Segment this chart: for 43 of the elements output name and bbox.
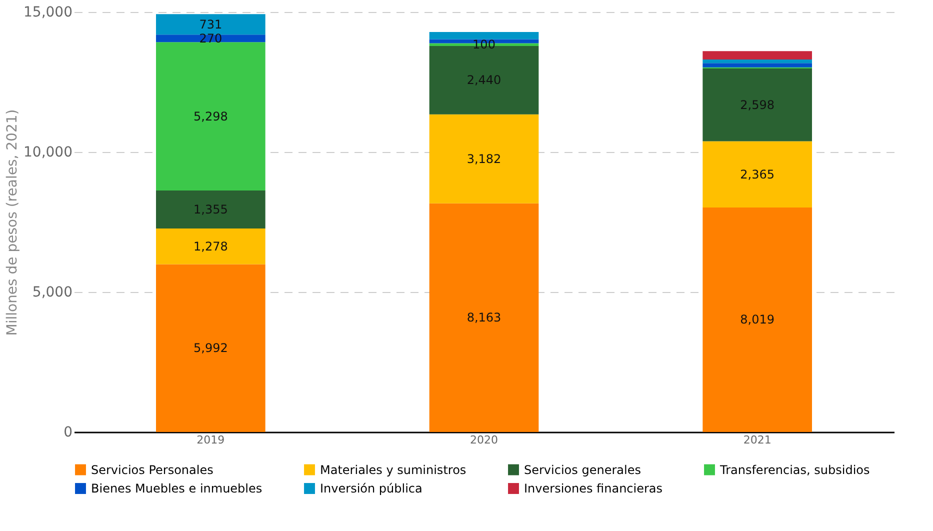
legend-label: Bienes Muebles e inmuebles	[91, 482, 262, 496]
y-axis-title: Millones de pesos (reales, 2021)	[4, 109, 21, 336]
bar	[702, 60, 812, 64]
bar	[429, 114, 539, 204]
legend-label: Inversión pública	[320, 482, 422, 496]
bar	[156, 190, 266, 228]
bar	[702, 63, 812, 68]
bar	[156, 14, 266, 35]
bar	[156, 42, 266, 190]
legend-label: Servicios generales	[524, 462, 641, 477]
bar	[702, 68, 812, 142]
y-tick-label: 15,000	[24, 4, 72, 20]
legend-label: Inversiones financieras	[524, 482, 663, 496]
x-tick-label: 2019	[196, 434, 225, 446]
data-label: 2,440	[466, 73, 502, 88]
data-label: 5,992	[193, 341, 228, 356]
data-label: 270	[199, 31, 222, 46]
data-label: 100	[472, 38, 496, 52]
data-label: 731	[199, 17, 222, 32]
bar	[702, 51, 812, 60]
data-label: 2,598	[740, 98, 775, 112]
legend-label: Materiales y suministros	[320, 462, 466, 477]
bar	[702, 207, 812, 432]
bar	[429, 32, 539, 40]
bar	[156, 228, 266, 264]
data-label: 8,019	[740, 312, 775, 327]
data-label: 5,298	[193, 109, 228, 124]
y-tick-label: 0	[64, 424, 72, 440]
legend-label: Servicios Personales	[91, 462, 214, 477]
data-label: 1,278	[193, 239, 228, 254]
y-tick-label: 5,000	[32, 284, 72, 300]
data-label: 3,182	[466, 152, 502, 166]
y-tick-label: 10,000	[24, 144, 72, 160]
legend-label: Transferencias, subsidios	[719, 462, 870, 477]
bar	[156, 264, 266, 432]
bar	[429, 203, 539, 432]
data-label: 8,163	[466, 310, 502, 325]
bar	[702, 141, 812, 208]
x-tick-label: 2020	[470, 434, 498, 446]
data-label: 1,355	[193, 202, 228, 216]
x-tick-label: 2021	[743, 434, 772, 446]
bar	[156, 34, 266, 42]
data-label: 2,365	[740, 167, 775, 182]
